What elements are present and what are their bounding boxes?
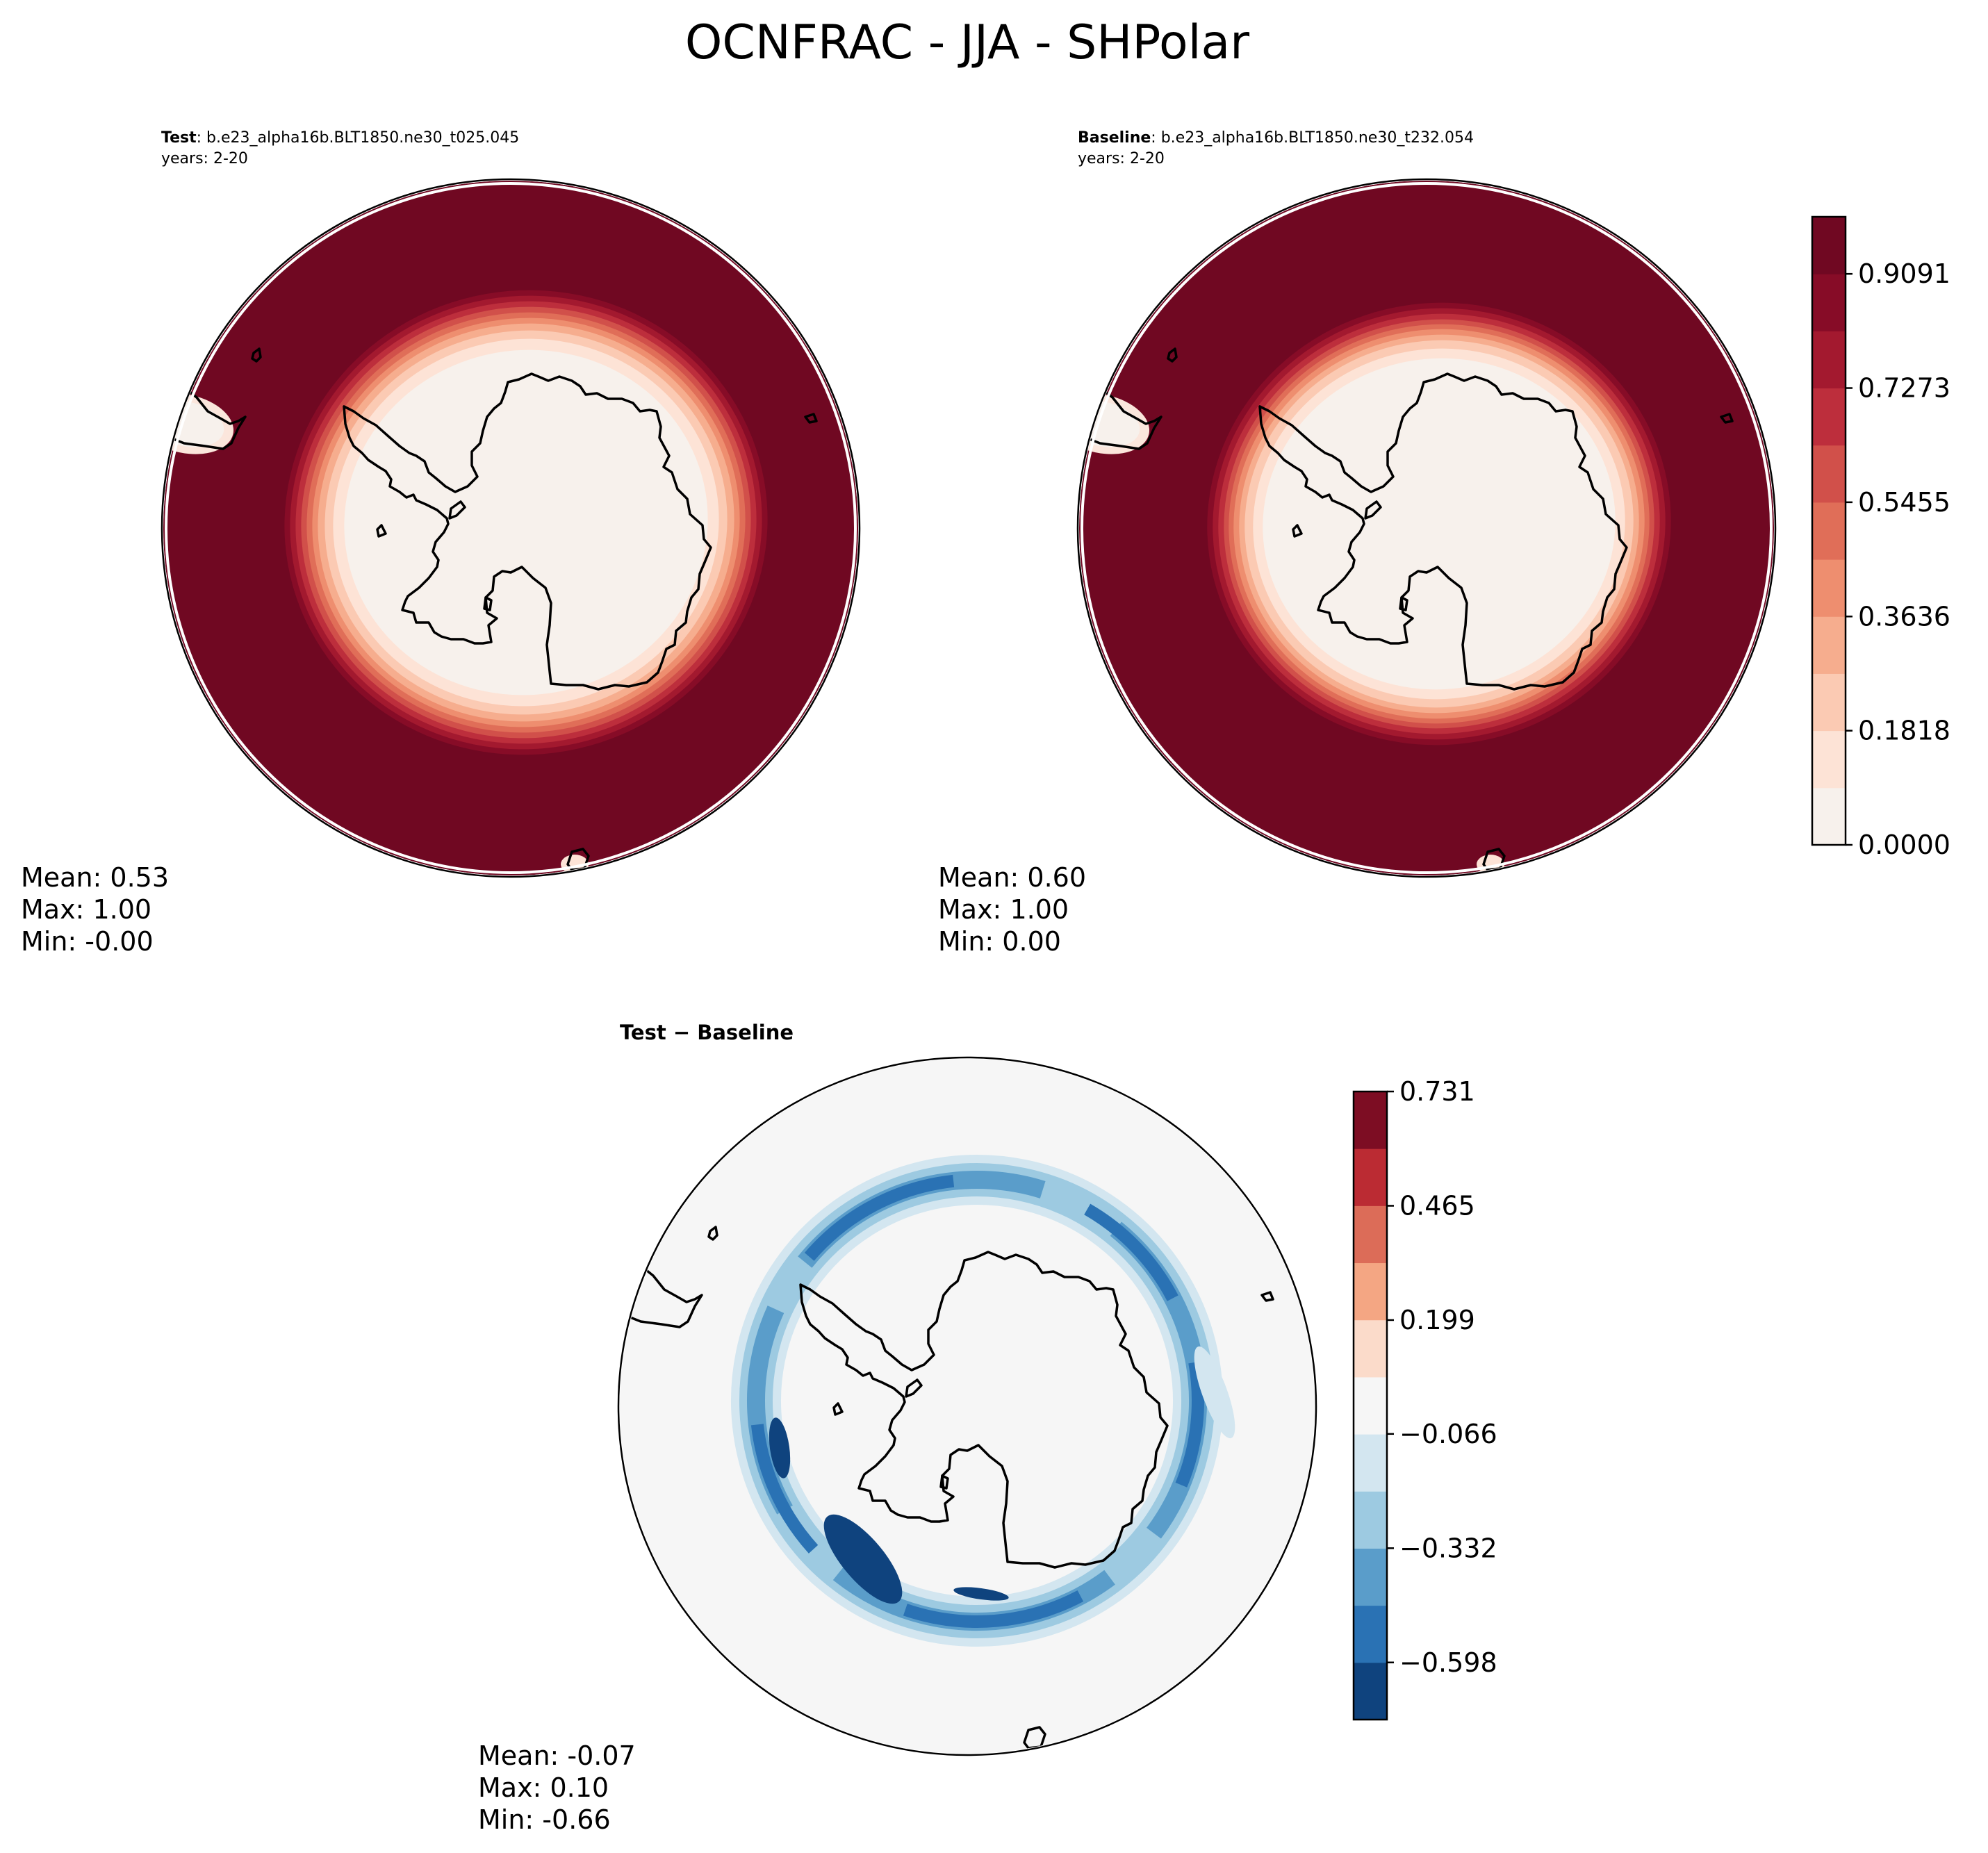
colorbar-tick-label: 0.3636 xyxy=(1858,601,1950,632)
baseline-map xyxy=(1079,181,1774,875)
test-title-bold: Test xyxy=(161,129,197,147)
test-title-sep: : xyxy=(197,129,206,147)
colorbar-segment xyxy=(1354,1548,1387,1606)
colorbar-tick-label: 0.465 xyxy=(1399,1190,1475,1221)
colorbar-segment xyxy=(1812,673,1846,732)
colorbar-segment xyxy=(1354,1434,1387,1492)
colorbar-segment xyxy=(1812,217,1846,274)
difference-stat-max: Max: 0.10 xyxy=(478,1772,609,1803)
baseline-panel: Baseline: b.e23_alpha16b.BLT1850.ne30_t2… xyxy=(938,129,1777,957)
colorbar-segment xyxy=(1812,616,1846,674)
main-colorbar: 0.0000 0.1818 0.3636 0.5455 0.7273 0.9091 xyxy=(1811,215,1950,860)
difference-map xyxy=(620,1059,1315,1754)
difference-map-boundary xyxy=(617,1056,1317,1756)
colorbar-tick-label: 0.199 xyxy=(1399,1305,1475,1335)
test-stat-max: Max: 1.00 xyxy=(21,894,151,925)
colorbar-segment xyxy=(1812,331,1846,389)
colorbar-tick-label: −0.332 xyxy=(1399,1533,1497,1563)
test-map xyxy=(163,181,858,875)
colorbar-segment xyxy=(1812,274,1846,331)
baseline-stat-max: Max: 1.00 xyxy=(938,894,1069,925)
main-colorbar-frame xyxy=(1811,215,1847,846)
colorbar-segment xyxy=(1354,1491,1387,1549)
baseline-ice-bands xyxy=(1079,302,1671,874)
baseline-band-0 xyxy=(1263,358,1616,690)
baseline-map-boundary-inner xyxy=(1081,182,1773,874)
baseline-title-case: b.e23_alpha16b.BLT1850.ne30_t232.054 xyxy=(1161,129,1474,147)
colorbar-segment xyxy=(1354,1662,1387,1720)
colorbar-segment xyxy=(1354,1319,1387,1378)
colorbar-tick-label: 0.9091 xyxy=(1858,258,1950,289)
diff-east-tongue xyxy=(1194,1346,1235,1439)
colorbar-tick-label: 0.7273 xyxy=(1858,373,1950,404)
colorbar-tick-label: 0.0000 xyxy=(1858,830,1950,860)
colorbar-segment xyxy=(1354,1205,1387,1264)
test-map-boundary xyxy=(161,178,861,878)
colorbar-tick-label: 0.731 xyxy=(1399,1076,1475,1107)
difference-colorbar-segments xyxy=(1354,1092,1387,1720)
baseline-map-boundary xyxy=(1076,178,1777,878)
baseline-panel-title: Baseline: b.e23_alpha16b.BLT1850.ne30_t2… xyxy=(1078,129,1474,147)
colorbar-segment xyxy=(1354,1605,1387,1663)
colorbar-segment xyxy=(1812,445,1846,503)
diff-ring-level-0-sw xyxy=(823,1514,903,1604)
main-colorbar-segments xyxy=(1812,217,1846,846)
colorbar-tick-label: 0.1818 xyxy=(1858,716,1950,746)
difference-panel: Test − Baseline xyxy=(478,1021,1317,1835)
baseline-stat-mean: Mean: 0.60 xyxy=(938,862,1086,893)
colorbar-segment xyxy=(1812,559,1846,617)
colorbar-segment xyxy=(1812,388,1846,446)
main-colorbar-ticks: 0.0000 0.1818 0.3636 0.5455 0.7273 0.9091 xyxy=(1846,258,1950,860)
test-panel-years: years: 2-20 xyxy=(161,150,248,167)
colorbar-segment xyxy=(1354,1148,1387,1206)
difference-colorbar: −0.598 −0.332 −0.066 0.199 0.465 0.731 xyxy=(1352,1076,1497,1721)
test-title-case: b.e23_alpha16b.BLT1850.ne30_t025.045 xyxy=(206,129,519,147)
test-band-0 xyxy=(344,349,708,695)
difference-stat-mean: Mean: -0.07 xyxy=(478,1740,636,1771)
baseline-title-sep: : xyxy=(1151,129,1160,147)
test-panel: Test: b.e23_alpha16b.BLT1850.ne30_t025.0… xyxy=(21,129,861,957)
test-stat-min: Min: -0.00 xyxy=(21,926,154,957)
baseline-stat-min: Min: 0.00 xyxy=(938,926,1061,957)
colorbar-segment xyxy=(1812,502,1846,560)
colorbar-segment xyxy=(1354,1092,1387,1149)
difference-panel-title: Test − Baseline xyxy=(620,1021,794,1044)
colorbar-tick-label: −0.598 xyxy=(1399,1647,1497,1678)
test-map-boundary-inner xyxy=(165,182,857,874)
test-panel-title: Test: b.e23_alpha16b.BLT1850.ne30_t025.0… xyxy=(161,129,519,147)
diff-ring-level-0-w xyxy=(769,1417,791,1479)
colorbar-segment xyxy=(1354,1262,1387,1321)
colorbar-segment xyxy=(1812,730,1846,789)
colorbar-segment xyxy=(1812,787,1846,846)
test-stat-mean: Mean: 0.53 xyxy=(21,862,169,893)
colorbar-tick-label: −0.066 xyxy=(1399,1419,1497,1449)
figure-title: OCNFRAC - JJA - SHPolar xyxy=(685,15,1249,70)
colorbar-tick-label: 0.5455 xyxy=(1858,487,1950,518)
difference-colorbar-frame xyxy=(1352,1090,1388,1721)
diff-ring-level-0-s xyxy=(953,1587,1009,1601)
baseline-title-bold: Baseline xyxy=(1078,129,1151,147)
colorbar-segment xyxy=(1354,1376,1387,1435)
baseline-panel-years: years: 2-20 xyxy=(1078,150,1165,167)
difference-colorbar-ticks: −0.598 −0.332 −0.066 0.199 0.465 0.731 xyxy=(1387,1076,1497,1678)
difference-stat-min: Min: -0.66 xyxy=(478,1804,611,1835)
difference-anomaly-ring xyxy=(731,1155,1235,1647)
